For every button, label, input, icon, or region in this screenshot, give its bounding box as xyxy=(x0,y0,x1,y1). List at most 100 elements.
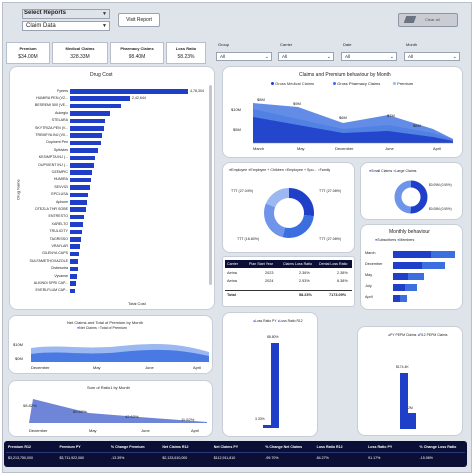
net-claims-chart xyxy=(31,344,209,362)
drug-name-label: HUMIRA PEN (V2... xyxy=(36,95,68,100)
drug-cost-bar[interactable] xyxy=(70,111,110,116)
subscribers-bar[interactable] xyxy=(393,284,406,291)
subscribers-bar[interactable] xyxy=(393,262,422,269)
drug-name-label: Vyvanse xyxy=(54,273,68,278)
drug-cost-bar[interactable] xyxy=(70,237,82,242)
claims-donut xyxy=(394,180,428,214)
cell: 2024 xyxy=(265,279,274,283)
kpi-value: 98.40M xyxy=(128,54,146,60)
select-reports-dropdown[interactable]: ▼ xyxy=(22,9,110,19)
drug-cost-bar[interactable] xyxy=(70,222,84,227)
annotation: $9M xyxy=(293,101,301,106)
drug-cost-bar[interactable] xyxy=(70,259,79,264)
drug-name-label: GILENYA CAPS xyxy=(42,251,68,256)
drug-cost-bar[interactable] xyxy=(70,281,76,286)
cell: Aetna xyxy=(227,279,237,283)
filter-carrier-dropdown[interactable]: All ⌄ xyxy=(278,52,334,61)
drug-scrollbar[interactable] xyxy=(209,85,212,285)
drug-cost-bar[interactable] xyxy=(70,126,104,131)
claim-data-dropdown[interactable]: Claim Data ▼ xyxy=(22,21,110,31)
chevron-down-icon: ⌄ xyxy=(326,54,331,60)
subscribers-bar[interactable] xyxy=(393,295,400,302)
drug-name-label: ENTRESTO xyxy=(48,214,68,219)
pepm-value: $174.4K xyxy=(396,365,409,369)
filter-date-label: Date xyxy=(343,42,352,47)
drug-cost-bar[interactable] xyxy=(70,163,95,168)
drug-cost-bar[interactable] xyxy=(70,214,85,220)
drug-cost-bar[interactable] xyxy=(70,251,80,257)
drug-cost-bar[interactable] xyxy=(70,148,98,153)
drug-name-label: Aplsom xyxy=(56,199,68,204)
filter-group-label: Group xyxy=(218,42,230,47)
claims-premium-chart xyxy=(253,103,453,144)
chevron-down-icon: ▼ xyxy=(102,23,107,29)
summary-value: $2,133,610,000 xyxy=(162,456,188,460)
cell: 2.36% xyxy=(299,271,310,275)
drug-cost-bar[interactable] xyxy=(70,140,101,146)
annotation: $6M xyxy=(339,115,347,120)
month-label: April xyxy=(365,295,373,299)
drug-name-label: SKYTRIZA PEN (V... xyxy=(34,125,68,130)
x-tick: April xyxy=(433,146,442,151)
drug-cost-bar[interactable] xyxy=(70,288,76,294)
summary-value: $3,711,922,060 xyxy=(59,456,85,460)
kpi-value: 328.33M xyxy=(70,54,90,60)
drug-cost-title: Drug Cost xyxy=(90,72,113,78)
filter-month-dropdown[interactable]: All ⌄ xyxy=(404,52,460,61)
drug-cost-bar[interactable] xyxy=(70,200,87,205)
cell: 6.38% xyxy=(337,279,348,283)
drug-cost-bar[interactable] xyxy=(70,96,130,101)
drug-cost-bar[interactable] xyxy=(70,192,88,198)
family-donut xyxy=(264,188,314,238)
annotation: $6M xyxy=(413,123,421,128)
ratio-label: 60.62% xyxy=(73,409,87,414)
ratio-label: 42.63% xyxy=(125,414,139,419)
y-tick: $5M xyxy=(233,127,241,132)
month-label: March xyxy=(365,251,376,255)
col-header: Claims Loss Ratio xyxy=(283,262,312,266)
drug-cost-bar[interactable] xyxy=(70,118,105,124)
drug-cost-bar[interactable] xyxy=(70,177,91,183)
filter-group-dropdown[interactable]: All ⌄ xyxy=(216,52,272,61)
subscribers-bar[interactable] xyxy=(393,251,431,258)
summary-value: -99.70% xyxy=(265,456,279,460)
subscribers-bar[interactable] xyxy=(393,273,409,280)
chevron-down-icon: ⌄ xyxy=(264,54,269,60)
drug-name-label: STELARA xyxy=(51,118,68,123)
drug-cost-bar[interactable] xyxy=(70,244,81,249)
x-tick: December xyxy=(335,146,354,151)
drug-cost-bar[interactable] xyxy=(70,274,77,279)
summary-header: % Change Premium xyxy=(110,445,145,449)
month-label: December xyxy=(365,262,383,266)
drug-cost-bar[interactable] xyxy=(70,133,103,138)
kpi-premium: Premium $34.00M xyxy=(6,42,50,64)
drug-cost-bar[interactable] xyxy=(70,229,83,235)
members-bar[interactable] xyxy=(393,273,424,280)
drug-cost-bar[interactable] xyxy=(70,103,121,109)
clear-all-button[interactable]: Clear all xyxy=(398,13,458,27)
drug-cost-bar[interactable] xyxy=(70,89,188,94)
drug-name-label: TAGRISSO xyxy=(49,236,68,241)
kpi-loss-ratio: Loss Ratio 58.23% xyxy=(166,42,206,64)
filter-date-dropdown[interactable]: All ⌄ xyxy=(341,52,397,61)
x-tick: June xyxy=(385,146,394,151)
legend-gross-medical: Gross Medical Claims xyxy=(271,81,314,86)
drug-name-label: KESIMPTA INJ (... xyxy=(38,155,68,160)
filter-carrier-value: All xyxy=(282,54,288,59)
drug-name-label: XARELTO xyxy=(51,221,68,226)
visit-report-button[interactable]: Visit Report xyxy=(118,13,160,27)
members-bar[interactable] xyxy=(393,295,407,302)
ratio-label: 11.52% xyxy=(181,417,195,422)
drug-cost-xlabel: Total Cost xyxy=(128,301,146,306)
claims-premium-panel: Claims and Premium behaviour by Month Gr… xyxy=(222,66,463,158)
drug-name-label: Spikivies xyxy=(53,147,68,152)
drug-cost-bar[interactable] xyxy=(70,266,78,272)
drug-cost-bar[interactable] xyxy=(70,185,90,190)
drug-cost-bar[interactable] xyxy=(70,170,93,175)
drug-cost-bar[interactable] xyxy=(70,207,86,212)
drug-cost-bar[interactable] xyxy=(70,155,96,161)
x-tick: June xyxy=(141,428,150,433)
col-header: Carrier xyxy=(227,262,238,266)
carrier-table-panel: Carrier Plan Start Year Claims Loss Rati… xyxy=(222,256,355,307)
drug-name-label: SEVVIZI xyxy=(54,184,68,189)
